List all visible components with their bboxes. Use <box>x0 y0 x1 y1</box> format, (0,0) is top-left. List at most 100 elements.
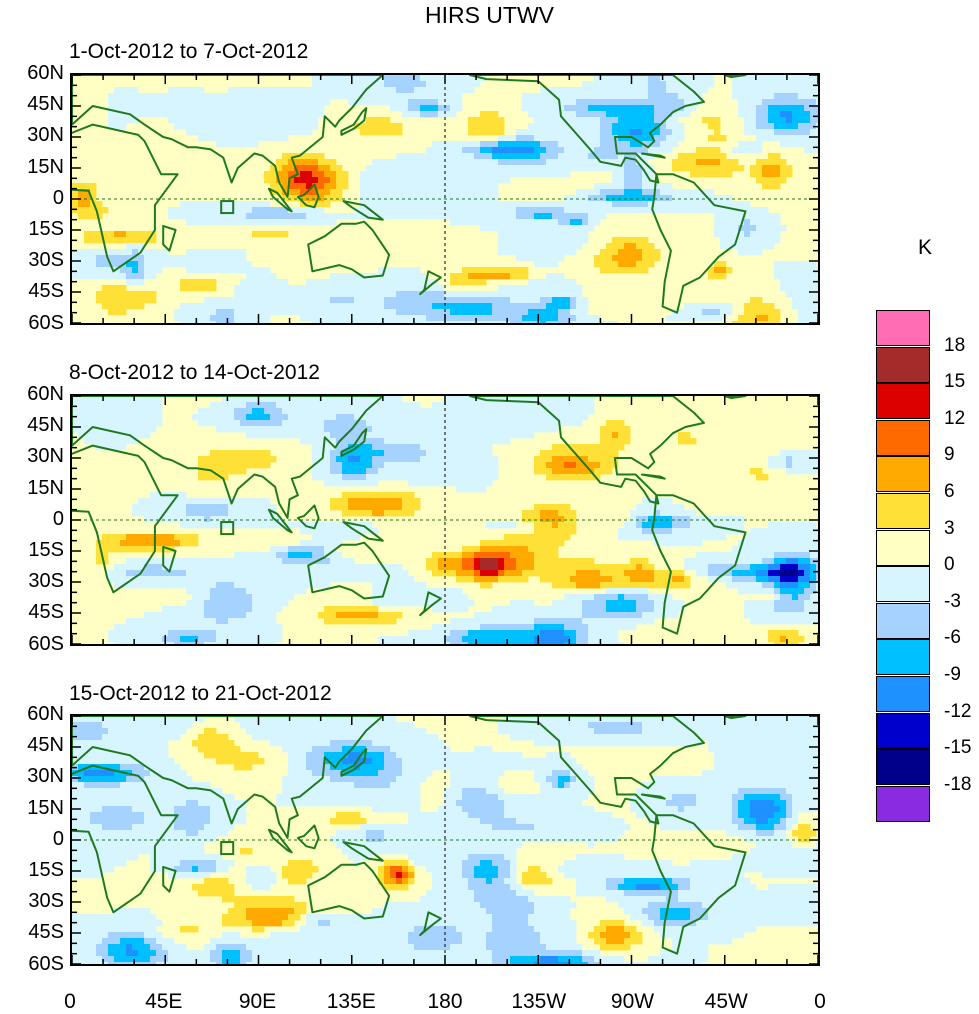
field-cell <box>192 414 199 421</box>
field-cell <box>348 87 355 94</box>
field-cell <box>390 273 397 280</box>
field-cell <box>522 408 529 415</box>
field-cell <box>540 213 547 220</box>
field-cell <box>78 420 85 427</box>
field-cell <box>558 570 565 577</box>
field-cell <box>252 273 259 280</box>
field-cell <box>300 396 307 403</box>
field-cell <box>276 414 283 421</box>
field-cell <box>366 279 373 286</box>
field-cell <box>528 141 535 148</box>
field-cell <box>156 255 163 262</box>
field-cell <box>708 315 715 322</box>
field-cell <box>702 171 709 178</box>
field-cell <box>204 99 211 106</box>
field-cell <box>456 396 463 403</box>
field-cell <box>798 93 805 100</box>
field-cell <box>420 480 427 487</box>
field-cell <box>546 420 553 427</box>
field-cell <box>276 117 283 124</box>
field-cell <box>162 255 169 262</box>
field-cell <box>186 117 193 124</box>
field-cell <box>756 75 763 82</box>
field-cell <box>558 558 565 565</box>
field-cell <box>210 522 217 529</box>
field-cell <box>270 558 277 565</box>
field-cell <box>588 123 595 130</box>
field-cell <box>252 426 259 433</box>
field-cell <box>774 183 781 190</box>
field-cell <box>222 408 229 415</box>
field-cell <box>336 183 343 190</box>
field-cell <box>546 396 553 403</box>
field-cell <box>438 408 445 415</box>
field-cell <box>642 81 649 88</box>
field-cell <box>246 450 253 457</box>
field-cell <box>576 129 583 136</box>
field-cell <box>174 315 181 322</box>
field-cell <box>708 534 715 541</box>
field-cell <box>714 147 721 154</box>
field-cell <box>78 201 85 208</box>
field-cell <box>750 297 757 304</box>
field-cell <box>306 285 313 292</box>
field-cell <box>516 219 523 226</box>
field-cell <box>414 201 421 208</box>
field-cell <box>138 297 145 304</box>
field-cell <box>732 564 739 571</box>
field-cell <box>492 291 499 298</box>
field-cell <box>594 159 601 166</box>
field-cell <box>756 297 763 304</box>
field-cell <box>294 183 301 190</box>
field-cell <box>600 81 607 88</box>
field-cell <box>570 111 577 118</box>
field-cell <box>372 504 379 511</box>
field-cell <box>432 75 439 82</box>
field-cell <box>558 402 565 409</box>
field-cell <box>198 201 205 208</box>
field-cell <box>468 576 475 583</box>
field-cell <box>120 105 127 112</box>
field-cell <box>342 297 349 304</box>
field-cell <box>630 183 637 190</box>
field-cell <box>720 165 727 172</box>
field-cell <box>522 396 529 403</box>
field-cell <box>108 426 115 433</box>
field-cell <box>558 516 565 523</box>
field-cell <box>486 309 493 316</box>
field-cell <box>360 87 367 94</box>
field-cell <box>798 117 805 124</box>
field-cell <box>414 420 421 427</box>
field-cell <box>96 273 103 280</box>
field-cell <box>540 123 547 130</box>
field-cell <box>630 171 637 178</box>
field-cell <box>810 546 817 553</box>
field-cell <box>378 201 385 208</box>
field-cell <box>354 468 361 475</box>
field-cell <box>312 105 319 112</box>
field-cell <box>468 141 475 148</box>
field-cell <box>420 456 427 463</box>
field-cell <box>480 426 487 433</box>
field-cell <box>402 267 409 274</box>
field-cell <box>798 111 805 118</box>
field-cell <box>540 426 547 433</box>
field-cell <box>510 135 517 142</box>
field-cell <box>372 462 379 469</box>
field-cell <box>378 165 385 172</box>
field-cell <box>438 105 445 112</box>
field-cell <box>672 315 679 322</box>
field-cell <box>744 99 751 106</box>
field-cell <box>450 408 457 415</box>
field-cell <box>528 243 535 250</box>
field-cell <box>312 408 319 415</box>
field-cell <box>366 480 373 487</box>
field-cell <box>534 414 541 421</box>
field-cell <box>690 516 697 523</box>
field-cell <box>660 528 667 535</box>
field-cell <box>234 309 241 316</box>
field-cell <box>282 117 289 124</box>
field-cell <box>468 546 475 553</box>
field-cell <box>306 315 313 322</box>
field-cell <box>516 426 523 433</box>
